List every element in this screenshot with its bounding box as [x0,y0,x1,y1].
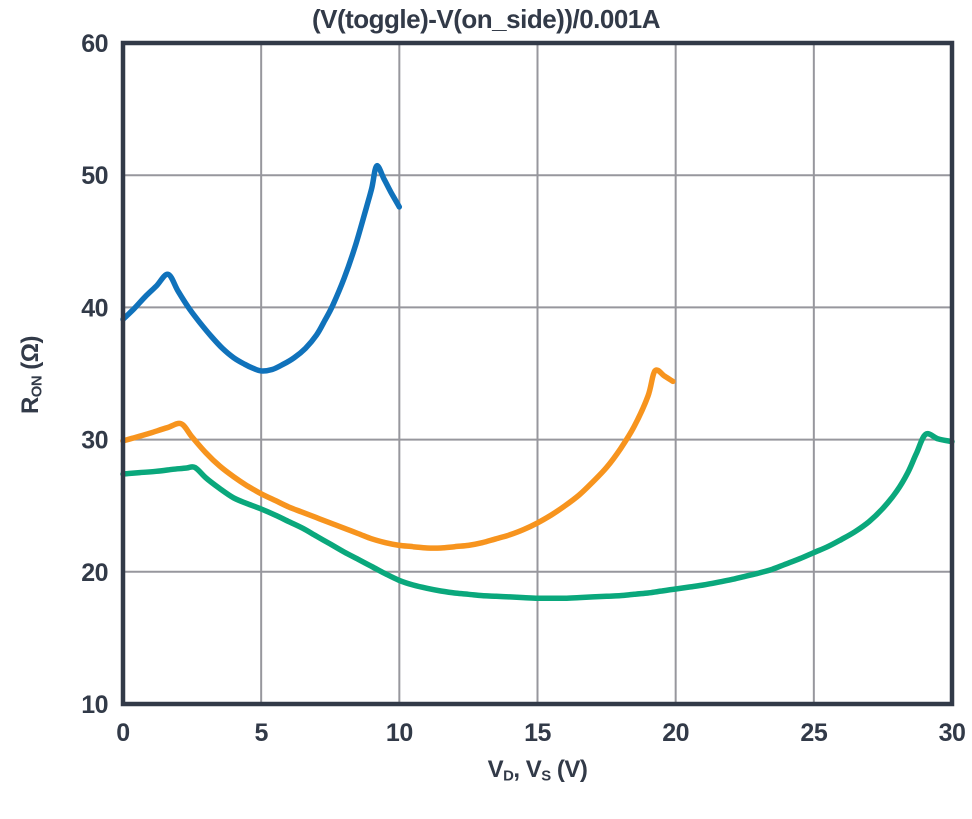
x-axis-title: VD, VS (V) [123,756,952,784]
chart-title: (V(toggle)-V(on_side))/0.001A [311,4,661,34]
x-tick-label: 20 [662,719,689,747]
series-line-orange [120,367,676,551]
y-tick-label: 60 [81,30,108,58]
y-tick-label: 30 [81,427,108,455]
x-tick-label: 30 [939,719,966,747]
x-axis-title-p2: , V [513,756,542,783]
x-tick-label: 15 [524,719,551,747]
x-tick-label: 0 [116,719,129,747]
series-line-green [120,430,955,602]
plot-frame [120,40,955,707]
x-axis-title-s2: S [541,768,551,785]
x-tick-label: 25 [800,719,827,747]
x-axis-title-s1: D [503,768,514,785]
x-tick-label: 5 [254,719,268,747]
y-tick-label: 10 [81,691,108,719]
y-tick-label: 40 [81,294,108,322]
x-tick-label: 10 [386,719,413,747]
y-tick-label: 20 [81,559,108,587]
x-axis-title-p1: V [487,756,504,783]
series-line-blue [120,163,403,374]
y-tick-label: 50 [81,162,108,190]
x-axis-title-p3: (V) [550,756,588,783]
